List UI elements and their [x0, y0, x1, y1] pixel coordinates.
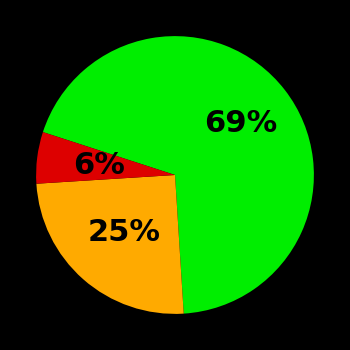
- Wedge shape: [36, 132, 175, 184]
- Wedge shape: [36, 175, 184, 314]
- Text: 69%: 69%: [204, 110, 278, 138]
- Text: 6%: 6%: [73, 151, 125, 180]
- Text: 25%: 25%: [88, 218, 161, 247]
- Wedge shape: [43, 36, 314, 314]
